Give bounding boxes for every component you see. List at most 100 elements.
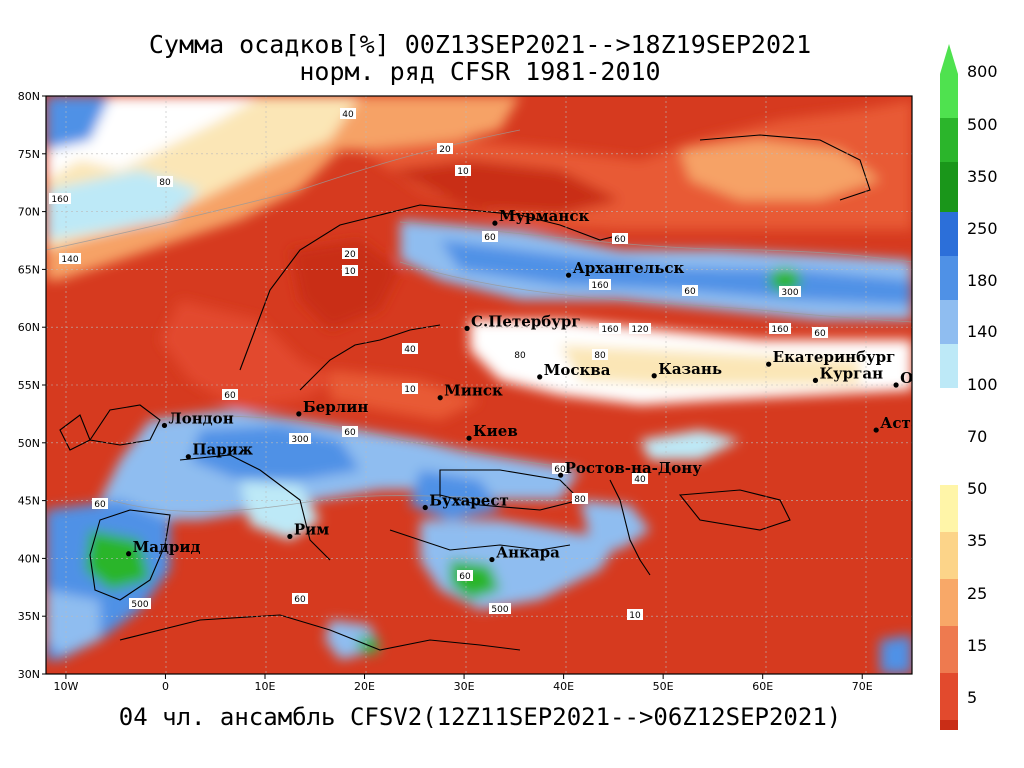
field-layer: 160 140 80 40 20 10 20 10 60 60 60 300 160 160 120 80 80… [46, 96, 946, 674]
contour-label-box [627, 609, 643, 620]
longitude-axis: 10W 0 10E 20E 30E 40E 50E 60E 70E [53, 674, 873, 693]
lat-tick-label: 30N [18, 668, 40, 681]
colorbar-swatch [940, 118, 958, 162]
colorbar-swatch [940, 673, 958, 720]
city-marker [766, 361, 772, 367]
contour-label-box [92, 498, 108, 509]
contour-label-box [455, 165, 471, 176]
colorbar-label: 70 [967, 427, 988, 446]
contour-label: 60 [554, 465, 566, 475]
colorbar-swatch [940, 344, 958, 388]
contour-label: 60 [614, 235, 626, 245]
lon-tick-label: 20E [354, 680, 375, 693]
contour-label-box [572, 493, 588, 504]
contour-label: 160 [601, 325, 618, 335]
contour-label-box [632, 473, 648, 484]
colorbar-label: 800 [967, 62, 998, 81]
contour-label-box [129, 598, 151, 609]
city-marker [537, 374, 543, 380]
city-label: Омск [900, 369, 946, 387]
contour-label-box [157, 176, 173, 187]
colorbar-swatch [940, 532, 958, 579]
contour-label-box [589, 279, 611, 290]
colorbar-label: 250 [967, 219, 998, 238]
city-label: Минск [444, 382, 503, 400]
colorbar-swatch [940, 720, 958, 730]
contour-label-box [437, 143, 453, 154]
contour-label: 10 [404, 385, 416, 395]
contour-label: 60 [344, 428, 356, 438]
colorbar-label: 140 [967, 322, 998, 341]
contour-label: 120 [631, 325, 648, 335]
contour-label-box [222, 389, 238, 400]
contour-label: 300 [781, 288, 798, 298]
lon-tick-label: 70E [852, 680, 873, 693]
contour-label-box [769, 323, 791, 334]
contour-label-box [49, 193, 71, 204]
lon-tick-label: 60E [752, 680, 773, 693]
contour-label-box [342, 248, 358, 259]
city-marker [161, 422, 168, 429]
colorbar-top-arrow [940, 44, 958, 74]
contour-label: 160 [771, 325, 788, 335]
contour-label: 80 [594, 351, 606, 361]
contour-label-box [342, 426, 358, 437]
contour-label: 160 [51, 195, 68, 205]
contour-label: 80 [159, 178, 171, 188]
contour-labels: 160 140 80 40 20 10 20 10 60 60 60 300 160 160 120 80 80… [49, 108, 828, 621]
city-marker [651, 373, 657, 379]
contour-label-box [340, 108, 356, 119]
city-label: Киев [473, 422, 518, 440]
lat-tick-label: 65N [18, 263, 40, 276]
colorbar-swatch [940, 300, 958, 344]
contour-label-box [402, 383, 418, 394]
city-label: С.Петербург [471, 312, 580, 330]
contour-label: 80 [574, 495, 586, 505]
colorbar-swatch [940, 626, 958, 673]
contour-label-box [512, 349, 528, 360]
contour-label: 40 [342, 110, 354, 120]
contour-label-box [682, 285, 698, 296]
contour-label-box [59, 253, 81, 264]
contour-label-box [599, 323, 621, 334]
contour-label: 60 [484, 233, 496, 243]
contour-label-box [482, 231, 498, 242]
city-label: Астана [880, 414, 941, 432]
contour-label-box [342, 265, 358, 276]
colorbar-swatch [940, 438, 958, 485]
city-label: Ростов-на-Дону [565, 459, 703, 477]
colorbar-label: 350 [967, 167, 998, 186]
contour-label: 40 [404, 345, 416, 355]
contour-label-box [289, 433, 311, 444]
colorbar-label: 5 [967, 688, 978, 707]
contour-label: 40 [634, 475, 646, 485]
contour-label-box [812, 327, 828, 338]
lon-tick-label: 30E [454, 680, 475, 693]
city-marker [287, 533, 293, 540]
city-label: Бухарест [429, 492, 509, 510]
city-marker [489, 556, 495, 563]
contour-label: 10 [344, 267, 356, 277]
lat-tick-label: 45N [18, 495, 40, 508]
colorbar-label: 180 [967, 271, 998, 290]
contour-label: 80 [514, 351, 526, 361]
lat-tick-label: 55N [18, 379, 40, 392]
city-label: Анкара [496, 544, 560, 562]
colorbar-swatch [940, 256, 958, 300]
city-label: Казань [658, 360, 722, 378]
colorbar-label: 15 [967, 636, 988, 655]
chart-title: Сумма осадков[%] 00Z13SEP2021-->18Z19SEP… [148, 30, 812, 59]
lat-tick-label: 40N [18, 552, 40, 565]
city-label: Екатеринбург [773, 348, 896, 366]
colorbar-swatch [940, 74, 958, 118]
city-marker [422, 504, 428, 511]
colorbar-swatch [940, 485, 958, 532]
lat-tick-label: 80N [18, 90, 40, 103]
city-marker [492, 220, 498, 226]
city-marker [126, 551, 132, 557]
chart-subtitle: норм. ряд CFSR 1981-2010 [299, 57, 661, 86]
contour-label-box [457, 570, 473, 581]
city-marker [466, 435, 472, 441]
contour-label-box [402, 343, 418, 354]
